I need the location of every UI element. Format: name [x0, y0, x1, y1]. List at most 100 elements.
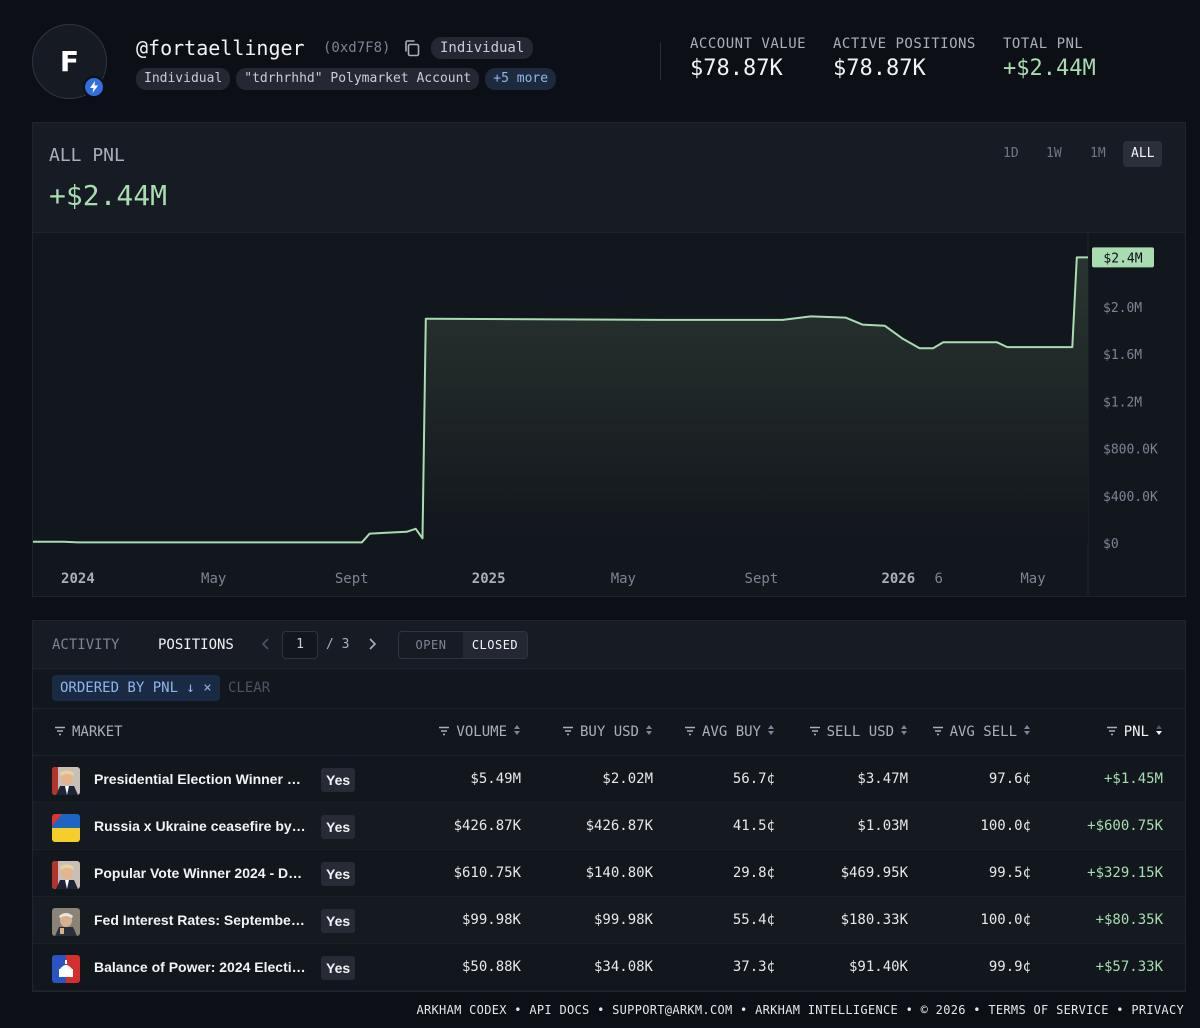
sort-icon — [1023, 724, 1031, 740]
order-by-pnl-chip[interactable]: ORDERED BY PNL ↓ × — [52, 675, 220, 701]
cell-sell-usd: $469.95K — [840, 865, 908, 881]
column-label: MARKET — [72, 724, 123, 740]
market-name[interactable]: Popular Vote Winner 2024 - Donald Trump — [94, 865, 308, 881]
y-tick-label: $1.2M — [1103, 395, 1142, 410]
filter-icon — [438, 724, 450, 740]
tabs-bar: ACTIVITY POSITIONS 1 / 3 OPEN CLOSED — [33, 621, 1185, 669]
next-page-chevron-icon[interactable] — [366, 636, 378, 652]
footer-links[interactable]: ARKHAM CODEX • API DOCS • SUPPORT@ARKM.C… — [416, 1003, 1184, 1017]
pnl-value: +$2.44M — [49, 179, 168, 212]
range-all-button[interactable]: ALL — [1123, 141, 1163, 167]
filter-icon — [562, 724, 574, 740]
market-name[interactable]: Fed Interest Rates: September 2024 — [94, 912, 308, 928]
x-tick-label: 2025 — [472, 571, 506, 587]
sort-icon — [513, 724, 521, 740]
table-row[interactable]: Fed Interest Rates: September 2024 Yes $99… — [33, 897, 1185, 944]
pnl-area — [33, 257, 1088, 543]
column-market[interactable]: MARKET — [54, 724, 123, 740]
cell-volume: $5.49M — [470, 771, 521, 787]
sort-icon — [767, 724, 775, 740]
table-row[interactable]: Presidential Election Winner 2024 Yes $5.4… — [33, 756, 1185, 803]
column-label: AVG SELL — [949, 724, 1017, 740]
outcome-badge: Yes — [321, 956, 356, 980]
cell-avg-sell: 100.0¢ — [980, 818, 1031, 834]
pnl-chart[interactable]: $0 $400.0K $800.0K $1.2M $1.6M $2.0M $2.4M 2024… — [33, 233, 1185, 596]
outcome-badge: Yes — [321, 862, 356, 886]
x-tick-label: Sept — [745, 571, 779, 587]
cell-volume: $426.87K — [453, 818, 521, 834]
table-row[interactable]: Balance of Power: 2024 Election Yes $50.88… — [33, 944, 1185, 991]
stat-value: +$2.44M — [1003, 56, 1096, 81]
column-pnl[interactable]: PNL — [1043, 724, 1163, 740]
column-volume[interactable]: VOLUME — [413, 724, 521, 740]
cell-avg-buy: 55.4¢ — [732, 912, 775, 928]
range-1w-button[interactable]: 1W — [1046, 146, 1062, 161]
stat-value: $78.87K — [690, 56, 783, 81]
cell-avg-sell: 99.5¢ — [988, 865, 1031, 881]
cell-buy-usd: $140.80K — [585, 865, 653, 881]
table-row[interactable]: Popular Vote Winner 2024 - Donald Trump Y… — [33, 850, 1185, 897]
cell-sell-usd: $3.47M — [857, 771, 908, 787]
cell-sell-usd: $180.33K — [840, 912, 908, 928]
cell-pnl: +$600.75K — [1087, 818, 1163, 834]
more-tags-button[interactable]: +5 more — [485, 68, 557, 90]
x-tick-label: 2024 — [61, 571, 95, 587]
copy-icon[interactable] — [402, 38, 422, 58]
x-tick-label: 6 — [935, 571, 943, 587]
x-tick-label: 2026 — [881, 571, 915, 587]
market-thumbnail — [52, 955, 80, 983]
tag-individual[interactable]: Individual — [136, 68, 231, 90]
entity-address: (0xd7F8) — [323, 40, 391, 56]
tag-polymarket-account[interactable]: "tdrhrhhd" Polymarket Account — [236, 68, 480, 90]
prev-page-chevron-icon[interactable] — [260, 636, 272, 652]
current-value-label: $2.4M — [1103, 251, 1142, 266]
market-name[interactable]: Russia x Ukraine ceasefire by end of 202… — [94, 818, 308, 834]
entity-handle[interactable]: @fortaellinger — [136, 36, 305, 60]
stat-label: ACCOUNT VALUE — [690, 36, 807, 52]
market-thumbnail — [52, 908, 80, 936]
cell-avg-sell: 97.6¢ — [988, 771, 1031, 787]
outcome-badge: Yes — [321, 768, 356, 792]
cell-pnl: +$1.45M — [1103, 771, 1163, 787]
cell-avg-buy: 56.7¢ — [732, 771, 775, 787]
range-1m-button[interactable]: 1M — [1090, 146, 1106, 161]
cell-buy-usd: $2.02M — [602, 771, 653, 787]
filter-icon — [932, 724, 944, 740]
positions-panel: ACTIVITY POSITIONS 1 / 3 OPEN CLOSED ORD… — [32, 620, 1186, 992]
range-1d-button[interactable]: 1D — [1003, 146, 1019, 161]
column-avg-sell[interactable]: AVG SELL — [908, 724, 1031, 740]
column-avg-buy[interactable]: AVG BUY — [653, 724, 775, 740]
entity-type-tag[interactable]: Individual — [431, 37, 534, 59]
clear-filters-button[interactable]: CLEAR — [228, 680, 271, 696]
pnl-title: ALL PNL — [49, 145, 125, 166]
market-name[interactable]: Balance of Power: 2024 Election — [94, 959, 308, 975]
cell-avg-buy: 37.3¢ — [732, 959, 775, 975]
page-input[interactable]: 1 — [282, 631, 318, 659]
tab-positions[interactable]: POSITIONS — [158, 637, 234, 653]
tab-activity[interactable]: ACTIVITY — [52, 637, 120, 653]
cell-pnl: +$329.15K — [1087, 865, 1163, 881]
pnl-panel-header: ALL PNL +$2.44M 1D 1W 1M ALL — [33, 123, 1185, 233]
column-label: BUY USD — [579, 724, 639, 740]
market-name[interactable]: Presidential Election Winner 2024 — [94, 771, 308, 787]
column-sell-usd[interactable]: SELL USD — [775, 724, 908, 740]
cell-avg-buy: 29.8¢ — [732, 865, 775, 881]
page-total: / 3 — [326, 637, 350, 652]
cell-sell-usd: $91.40K — [848, 959, 908, 975]
toggle-open[interactable]: OPEN — [415, 638, 447, 652]
x-tick-label: May — [611, 571, 636, 587]
toggle-closed[interactable]: CLOSED — [463, 632, 527, 658]
filter-icon — [54, 724, 66, 740]
y-tick-label: $1.6M — [1103, 348, 1142, 363]
stat-label: ACTIVE POSITIONS — [833, 36, 976, 52]
market-thumbnail — [52, 814, 80, 842]
table-header: MARKET VOLUME BUY USD AVG BUY SELL USD A… — [33, 709, 1185, 756]
stat-active-positions: ACTIVE POSITIONS $78.87K — [833, 36, 976, 81]
cell-pnl: +$80.35K — [1095, 912, 1163, 928]
column-label: VOLUME — [456, 724, 507, 740]
column-buy-usd[interactable]: BUY USD — [533, 724, 653, 740]
filter-icon — [684, 724, 696, 740]
verified-bolt-icon — [83, 76, 105, 98]
table-row[interactable]: Russia x Ukraine ceasefire by end of 202… — [33, 803, 1185, 850]
y-tick-label: $400.0K — [1103, 490, 1158, 505]
